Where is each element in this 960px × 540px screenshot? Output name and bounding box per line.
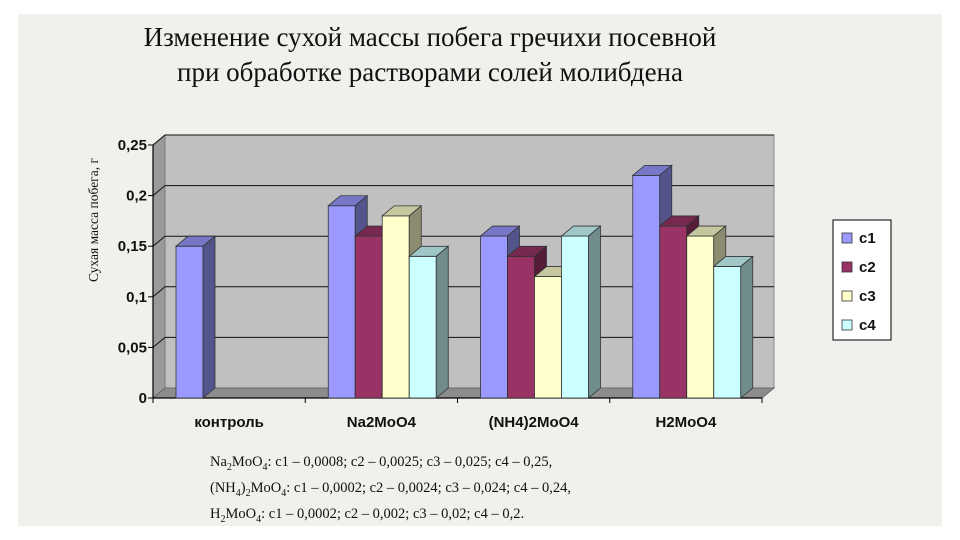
formula-part: Na <box>210 454 227 470</box>
legend-swatch-c2 <box>841 261 853 273</box>
gridline-side <box>152 235 166 247</box>
note-concentrations: : c1 – 0,0002; c2 – 0,002; c3 – 0,02; c4… <box>261 505 525 522</box>
bar-c3-1 <box>381 215 410 399</box>
bar-c1-2 <box>480 235 508 399</box>
x-tick-label: контроль <box>194 414 264 431</box>
bar-c1-3 <box>632 174 661 399</box>
bar-c2-2 <box>507 255 535 399</box>
legend-label-c3: c3 <box>859 288 876 305</box>
note-concentrations: : c1 – 0,0002; c2 – 0,0024; c3 – 0,024; … <box>286 479 571 496</box>
gridline-side <box>152 286 166 298</box>
bar-c1-1 <box>327 205 356 399</box>
note-line: (NH4)2MoO4: c1 – 0,0002; c2 – 0,0024; c3… <box>210 478 571 504</box>
y-tick-label: 0,25 <box>118 137 147 154</box>
concentration-notes: Na2MoO4: c1 – 0,0008; c2 – 0,0025; c3 – … <box>210 452 571 530</box>
legend-swatch-c4 <box>841 319 853 331</box>
formula-subscript: 2 <box>226 461 232 473</box>
formula-subscript: 2 <box>245 487 251 499</box>
formula-part: MoO <box>225 505 257 522</box>
title-line-2: при обработке растворами солей молибдена <box>177 57 683 87</box>
bar-c4-1 <box>408 255 437 399</box>
bar-side-c4-1 <box>435 245 449 399</box>
formula-part: (NH <box>210 479 236 496</box>
formula-part: MoO <box>250 479 282 496</box>
x-tick-label: (NH4)2MoO4 <box>489 414 580 431</box>
bar-c2-1 <box>354 235 383 399</box>
y-axis-label: Сухая масса побега, г <box>86 158 101 282</box>
title-line-1: Изменение сухой массы побега гречихи пос… <box>143 22 717 52</box>
note-line: Na2MoO4: c1 – 0,0008; c2 – 0,0025; c3 – … <box>210 452 571 478</box>
bar-c4-2 <box>561 235 589 399</box>
formula-part: H <box>210 505 221 522</box>
gridline-side <box>152 337 166 348</box>
bar-c1-0 <box>175 245 204 399</box>
formula-subscript: 4 <box>262 461 268 473</box>
note-line: H2MoO4: c1 – 0,0002; c2 – 0,002; c3 – 0,… <box>210 504 571 530</box>
formula-subscript: 4 <box>235 487 241 499</box>
formula-subscript: 2 <box>220 513 226 525</box>
bar-c4-3 <box>713 266 742 399</box>
legend-swatch-c3 <box>841 290 853 302</box>
legend-label-c4: c4 <box>859 317 876 334</box>
bar-c2-3 <box>659 225 688 399</box>
x-tick-label: H2MoO4 <box>655 414 717 431</box>
formula-part: MoO <box>231 454 263 470</box>
note-concentrations: : c1 – 0,0008; c2 – 0,0025; c3 – 0,025; … <box>267 454 553 470</box>
plot-side-wall <box>152 133 166 400</box>
bar-side-c4-2 <box>588 225 601 399</box>
legend-swatch-c1 <box>841 232 853 244</box>
formula-subscript: 4 <box>281 487 287 499</box>
y-tick-label: 0,05 <box>118 339 147 356</box>
y-tick-label: 0,1 <box>126 289 147 306</box>
legend-label-c2: c2 <box>859 259 876 276</box>
y-tick-label: 0 <box>139 390 147 407</box>
formula-subscript: 4 <box>256 513 262 525</box>
gridline-side <box>152 185 166 196</box>
bar-c3-3 <box>686 235 715 399</box>
bar-c3-2 <box>534 276 562 399</box>
x-tick-label: Na2MoO4 <box>347 414 417 431</box>
y-tick-label: 0,15 <box>118 238 147 255</box>
chart-title: Изменение сухой массы побега гречихи пос… <box>70 20 790 90</box>
formula-part: ) <box>240 479 246 496</box>
y-tick-label: 0,2 <box>126 188 147 205</box>
bar-side-c4-3 <box>740 255 754 399</box>
bar-side-c1-0 <box>202 235 216 399</box>
gridline-side <box>152 134 166 146</box>
legend-label-c1: c1 <box>859 230 876 247</box>
